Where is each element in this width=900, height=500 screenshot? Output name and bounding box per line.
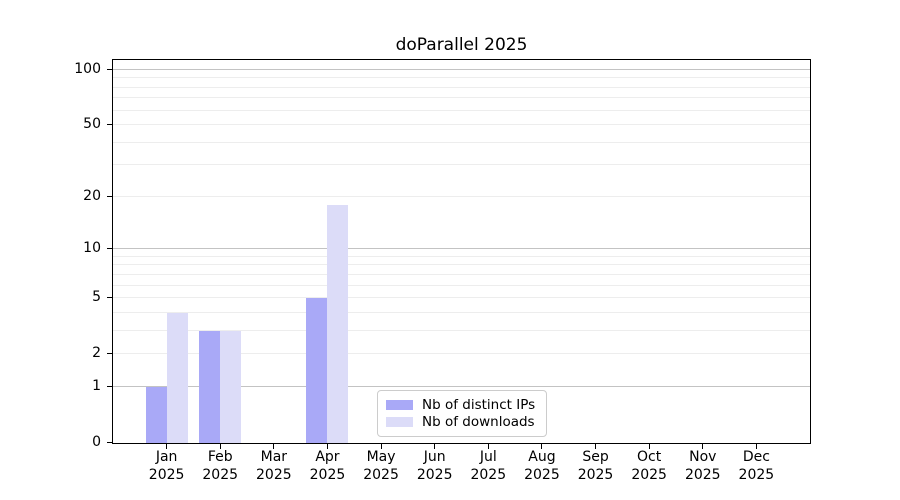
- ytick-label-1: 1: [92, 377, 101, 394]
- legend-item-nb-of-downloads: Nb of downloads: [386, 414, 538, 431]
- bar-nb-of-downloads-feb: [220, 330, 242, 443]
- ytick-mark-0: [107, 442, 113, 443]
- xtick-label-jun: Jun 2025: [416, 449, 453, 483]
- chart-title: doParallel 2025: [395, 35, 528, 55]
- ytick-mark-2: [107, 353, 113, 355]
- xtick-label-may: May 2025: [363, 449, 399, 483]
- xtick-mark-mar: [273, 443, 275, 449]
- gridline-minor-5: [113, 297, 810, 299]
- gridline-major-1: [113, 385, 810, 387]
- xtick-label-jul: Jul 2025: [470, 449, 507, 483]
- xtick-mark-may: [380, 443, 382, 449]
- xtick-mark-aug: [541, 443, 543, 449]
- gridline-minor-6: [113, 284, 810, 286]
- legend-swatch-nb-of-distinct-ips: [386, 399, 413, 410]
- gridline-minor-30: [113, 164, 810, 166]
- xtick-label-oct: Oct 2025: [631, 449, 667, 483]
- gridline-minor-2: [113, 353, 810, 355]
- ytick-mark-1: [107, 385, 113, 387]
- gridline-minor-4: [113, 311, 810, 313]
- legend: Nb of distinct IPs Nb of downloads: [377, 390, 547, 437]
- gridline-major-10: [113, 248, 810, 250]
- ytick-mark-5: [107, 297, 113, 299]
- xtick-mark-nov: [702, 443, 704, 449]
- ytick-mark-10: [107, 248, 113, 250]
- xtick-mark-feb: [219, 443, 221, 449]
- gridline-minor-8: [113, 264, 810, 266]
- xtick-mark-dec: [755, 443, 757, 449]
- ytick-mark-50: [107, 124, 113, 126]
- gridline-minor-50: [113, 124, 810, 126]
- gridline-minor-3: [113, 329, 810, 331]
- ytick-label-2: 2: [92, 345, 101, 362]
- ytick-label-10: 10: [83, 240, 101, 257]
- xtick-label-jan: Jan 2025: [148, 449, 185, 483]
- plot-area: [112, 59, 811, 444]
- gridline-major-100: [113, 69, 810, 70]
- ytick-mark-100: [107, 68, 113, 70]
- xtick-mark-jan: [166, 443, 168, 449]
- gridline-minor-9: [113, 255, 810, 257]
- xtick-label-aug: Aug 2025: [524, 449, 560, 483]
- legend-item-nb-of-distinct-ips: Nb of distinct IPs: [386, 396, 538, 413]
- ytick-label-100: 100: [74, 60, 101, 77]
- ytick-label-5: 5: [92, 289, 101, 306]
- legend-label-nb-of-downloads: Nb of downloads: [422, 414, 535, 431]
- xtick-mark-jun: [434, 443, 436, 449]
- ytick-label-20: 20: [83, 187, 101, 204]
- bar-nb-of-distinct-ips-jan: [145, 386, 167, 443]
- xtick-mark-apr: [326, 443, 328, 449]
- xtick-label-apr: Apr 2025: [309, 449, 346, 483]
- legend-label-nb-of-distinct-ips: Nb of distinct IPs: [422, 396, 536, 413]
- xtick-label-mar: Mar 2025: [256, 449, 292, 483]
- gridline-minor-40: [113, 141, 810, 143]
- ytick-label-50: 50: [83, 116, 101, 133]
- bar-nb-of-distinct-ips-feb: [199, 330, 221, 443]
- ytick-label-0: 0: [92, 434, 101, 450]
- xtick-label-nov: Nov 2025: [684, 449, 721, 483]
- bar-nb-of-distinct-ips-apr: [306, 298, 328, 443]
- gridline-minor-80: [113, 86, 810, 88]
- legend-swatch-nb-of-downloads: [386, 417, 413, 428]
- xtick-label-sep: Sep 2025: [577, 449, 614, 483]
- ytick-mark-20: [107, 195, 113, 197]
- gridline-minor-7: [113, 273, 810, 275]
- bar-nb-of-downloads-jan: [166, 312, 188, 443]
- xtick-mark-sep: [595, 443, 597, 449]
- gridline-minor-20: [113, 195, 810, 197]
- bar-nb-of-downloads-apr: [327, 205, 349, 443]
- xtick-label-feb: Feb 2025: [202, 449, 239, 483]
- xtick-mark-oct: [648, 443, 650, 449]
- gridline-minor-70: [113, 97, 810, 99]
- xtick-mark-jul: [487, 443, 489, 449]
- gridline-minor-60: [113, 109, 810, 111]
- gridline-minor-90: [113, 77, 810, 79]
- xtick-label-dec: Dec 2025: [738, 449, 775, 483]
